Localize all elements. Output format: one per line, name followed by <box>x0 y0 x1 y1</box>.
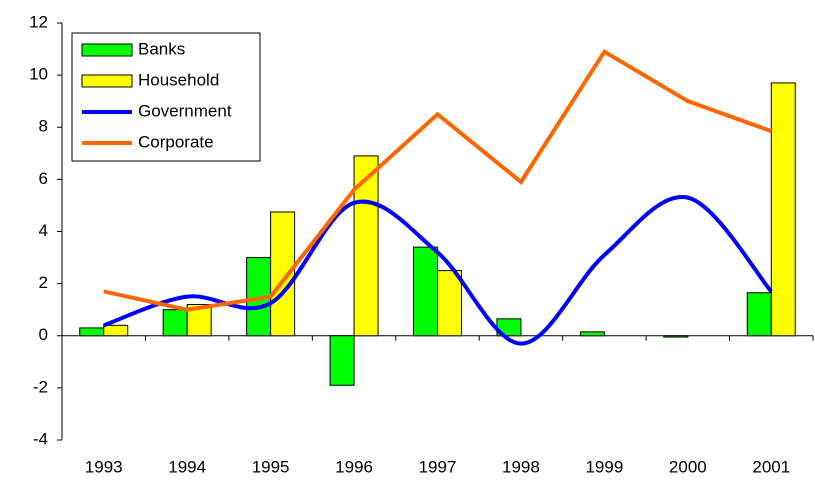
bar <box>270 211 296 337</box>
legend-label: Government <box>138 101 232 120</box>
bar <box>79 327 105 337</box>
y-tick-label: 2 <box>39 273 48 292</box>
line <box>103 48 772 312</box>
bar <box>746 292 772 337</box>
legend-label: Household <box>138 70 219 89</box>
bar <box>663 335 689 338</box>
bar <box>329 335 355 386</box>
x-tick-label: 2001 <box>752 457 790 476</box>
legend-swatch <box>81 74 133 88</box>
y-tick-label: 4 <box>39 221 48 240</box>
bar <box>103 324 129 337</box>
bar <box>162 309 188 337</box>
bar <box>770 82 796 337</box>
x-tick-label: 1999 <box>585 457 623 476</box>
y-tick-label: -4 <box>33 429 48 448</box>
bar <box>353 155 379 337</box>
x-tick-label: 1996 <box>335 457 373 476</box>
y-tick-label: 10 <box>29 65 48 84</box>
bar <box>579 331 605 337</box>
legend-swatch <box>81 43 133 57</box>
y-tick-label: 8 <box>39 117 48 136</box>
y-tick-label: 12 <box>29 12 48 31</box>
bar <box>413 246 438 337</box>
legend-label: Banks <box>138 39 185 58</box>
x-tick-label: 1995 <box>252 457 290 476</box>
x-tick-label: 1993 <box>85 457 123 476</box>
y-tick-label: 0 <box>39 325 48 344</box>
legend-label: Corporate <box>138 132 214 151</box>
x-tick-label: 2000 <box>669 457 707 476</box>
x-tick-label: 1997 <box>419 457 457 476</box>
y-tick-label: 6 <box>39 169 48 188</box>
bar <box>437 270 462 337</box>
x-tick-label: 1994 <box>168 457 206 476</box>
y-tick-label: -2 <box>33 377 48 396</box>
x-tick-label: 1998 <box>502 457 540 476</box>
